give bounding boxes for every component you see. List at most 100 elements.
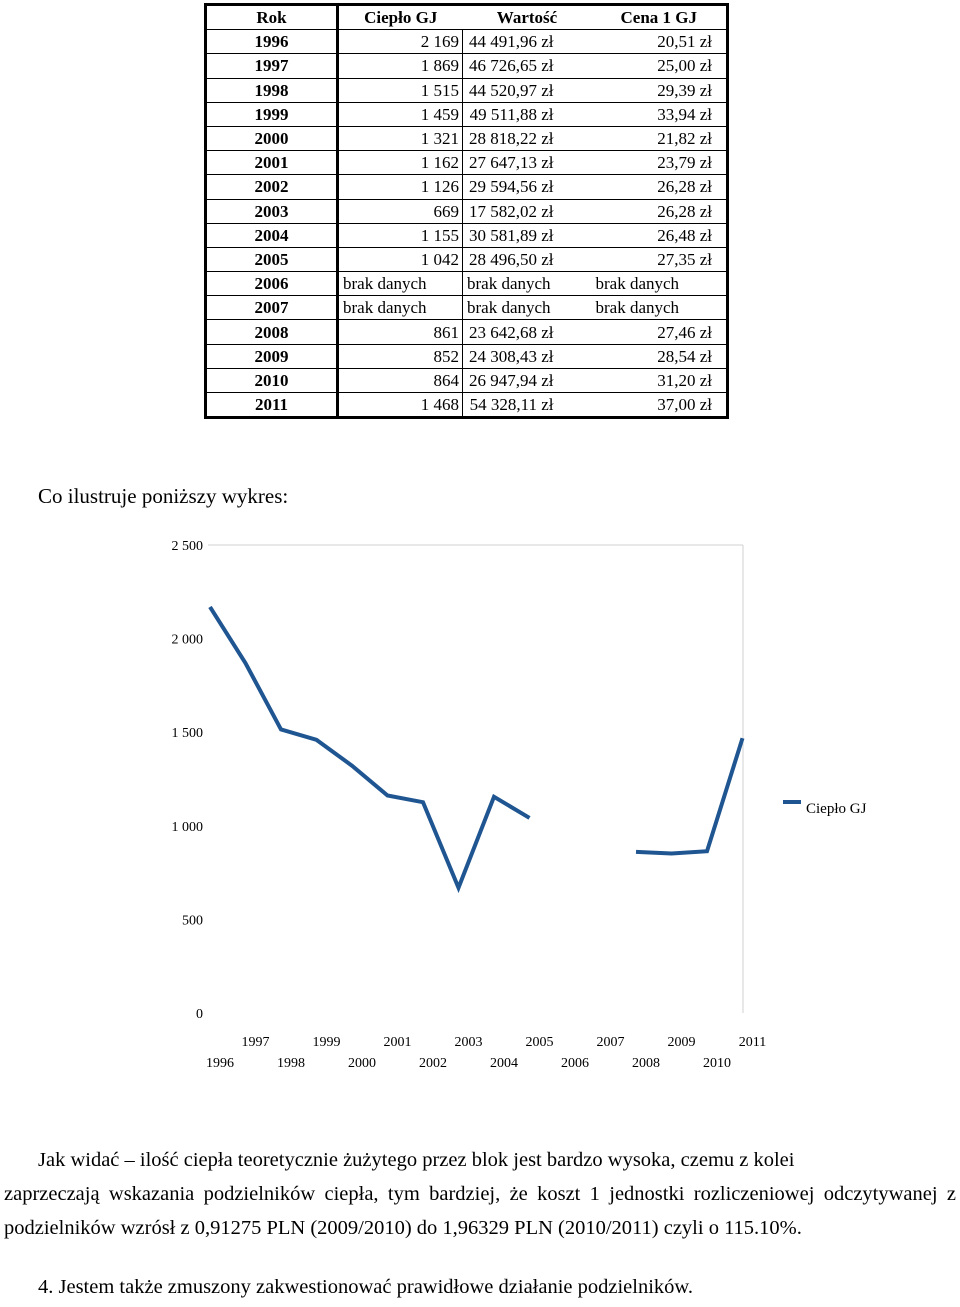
- table-row: 2011 1 468 54 328,11 zł 37,00 zł: [205, 392, 728, 419]
- table-row: 2008 861 23 642,68 zł 27,46 zł: [205, 319, 728, 345]
- heat-cell: 1 869: [337, 53, 463, 79]
- heat-cell: 1 515: [337, 78, 463, 103]
- list-item-4: 4. Jestem także zmuszony zakwestionować …: [38, 1276, 693, 1299]
- table-row: 2001 1 162 27 647,13 zł 23,79 zł: [205, 150, 728, 176]
- value-cell: 28 818,22 zł: [462, 126, 592, 152]
- value-cell: 23 642,68 zł: [462, 319, 592, 345]
- table-body: 1996 2 169 44 491,96 zł 20,51 zł 1997 1 869 46…: [205, 29, 728, 419]
- chart-intro-text: Co ilustruje poniższy wykres:: [38, 484, 289, 508]
- table-row: 2003 669 17 582,02 zł 26,28 zł: [205, 199, 728, 224]
- x-tick-label: 2003: [455, 1035, 483, 1050]
- table-row: 2002 1 126 29 594,56 zł 26,28 zł: [205, 174, 728, 200]
- heat-cell: brak danych: [337, 295, 463, 321]
- x-tick-label: 2008: [632, 1056, 660, 1071]
- price-cell: 21,82 zł: [591, 126, 728, 152]
- value-cell: 28 496,50 zł: [462, 247, 592, 273]
- heat-cell: 1 155: [337, 223, 463, 248]
- price-cell: 23,79 zł: [591, 150, 728, 176]
- value-cell: 30 581,89 zł: [462, 223, 592, 248]
- header-year: Rok: [205, 4, 339, 31]
- x-tick-label: 2006: [561, 1056, 589, 1071]
- value-cell: 44 491,96 zł: [462, 29, 592, 55]
- header-heat: Ciepło GJ: [337, 4, 463, 31]
- value-cell: 44 520,97 zł: [462, 78, 592, 103]
- list-item-number: 4.: [38, 1276, 54, 1298]
- table-row: 2004 1 155 30 581,89 zł 26,48 zł: [205, 223, 728, 248]
- table-row: 2010 864 26 947,94 zł 31,20 zł: [205, 368, 728, 394]
- year-cell: 2001: [205, 150, 339, 176]
- y-tick-label: 1 500: [172, 726, 204, 741]
- year-cell: 2000: [205, 126, 339, 152]
- heat-cell: 669: [337, 199, 463, 224]
- year-cell: 1997: [205, 53, 339, 79]
- heat-cell: 1 459: [337, 102, 463, 127]
- heat-cell: 1 126: [337, 174, 463, 200]
- y-tick-label: 2 000: [172, 633, 204, 648]
- year-cell: 2003: [205, 199, 339, 224]
- heat-cell: 861: [337, 319, 463, 345]
- heat-cell: 1 162: [337, 150, 463, 176]
- year-cell: 2004: [205, 223, 339, 248]
- value-cell: brak danych: [462, 295, 592, 321]
- price-cell: 29,39 zł: [591, 78, 728, 103]
- x-tick-label: 2011: [739, 1035, 766, 1050]
- heat-cell: 1 042: [337, 247, 463, 273]
- value-cell: 46 726,65 zł: [462, 53, 592, 79]
- header-value: Wartość: [462, 4, 592, 31]
- year-cell: 2008: [205, 319, 339, 345]
- year-cell: 1998: [205, 78, 339, 103]
- y-tick-label: 1 000: [172, 820, 204, 835]
- x-tick-label: 1999: [313, 1035, 341, 1050]
- heat-cell: 1 468: [337, 392, 463, 419]
- price-cell: 25,00 zł: [591, 53, 728, 79]
- table-row: 2000 1 321 28 818,22 zł 21,82 zł: [205, 126, 728, 152]
- table-row: 2009 852 24 308,43 zł 28,54 zł: [205, 344, 728, 369]
- series-line-segment: [635, 737, 745, 856]
- price-cell: 26,28 zł: [591, 174, 728, 200]
- heat-cell: brak danych: [337, 271, 463, 297]
- x-tick-label: 2007: [597, 1035, 625, 1050]
- x-tick-label: 2002: [419, 1056, 447, 1071]
- x-tick-label: 2010: [703, 1056, 731, 1071]
- x-tick-label: 2000: [348, 1056, 376, 1071]
- table-row: 1998 1 515 44 520,97 zł 29,39 zł: [205, 78, 728, 103]
- price-cell: 27,35 zł: [591, 247, 728, 273]
- heat-cell: 864: [337, 368, 463, 394]
- price-cell: 27,46 zł: [591, 319, 728, 345]
- y-axis-labels: 0 500 1 000 1 500 2 000 2 500: [172, 539, 204, 1022]
- value-cell: 24 308,43 zł: [462, 344, 592, 369]
- price-cell: 26,28 zł: [591, 199, 728, 224]
- series-line-segment: [208, 605, 531, 894]
- value-cell: 54 328,11 zł: [462, 392, 592, 419]
- year-cell: 1999: [205, 102, 339, 127]
- y-tick-label: 0: [196, 1007, 203, 1022]
- year-cell: 2006: [205, 271, 339, 297]
- year-cell: 1996: [205, 29, 339, 55]
- x-tick-label: 2004: [490, 1056, 518, 1071]
- table-row: 1996 2 169 44 491,96 zł 20,51 zł: [205, 29, 728, 55]
- price-cell: 31,20 zł: [591, 368, 728, 394]
- table-row: 1997 1 869 46 726,65 zł 25,00 zł: [205, 53, 728, 79]
- table-row: 1999 1 459 49 511,88 zł 33,94 zł: [205, 102, 728, 127]
- x-tick-label: 1996: [206, 1056, 234, 1071]
- legend: Ciepło GJ: [783, 800, 867, 817]
- x-axis-labels: 1996 1997 1998 1999 2000 2001 2002 2003 2004 2005…: [206, 1035, 766, 1071]
- series-lines: [208, 605, 745, 894]
- x-tick-label: 1998: [277, 1056, 305, 1071]
- x-tick-label: 2005: [526, 1035, 554, 1050]
- heat-cell: 2 169: [337, 29, 463, 55]
- year-cell: 2009: [205, 344, 339, 369]
- paragraph-first-line: Jak widać – ilość ciepła teoretycznie żu…: [38, 1149, 795, 1171]
- x-tick-label: 2009: [668, 1035, 696, 1050]
- table-row: 2005 1 042 28 496,50 zł 27,35 zł: [205, 247, 728, 273]
- table-row: 2007 brak danych brak danych brak danych: [205, 295, 728, 321]
- heat-data-table: Rok Ciepło GJ Wartość Cena 1 GJ 1996 2 16…: [204, 3, 729, 420]
- value-cell: 49 511,88 zł: [462, 102, 592, 127]
- value-cell: 17 582,02 zł: [462, 199, 592, 224]
- year-cell: 2002: [205, 174, 339, 200]
- x-tick-label: 2001: [384, 1035, 412, 1050]
- year-cell: 2011: [205, 392, 339, 419]
- legend-label: Ciepło GJ: [806, 801, 867, 817]
- year-cell: 2005: [205, 247, 339, 273]
